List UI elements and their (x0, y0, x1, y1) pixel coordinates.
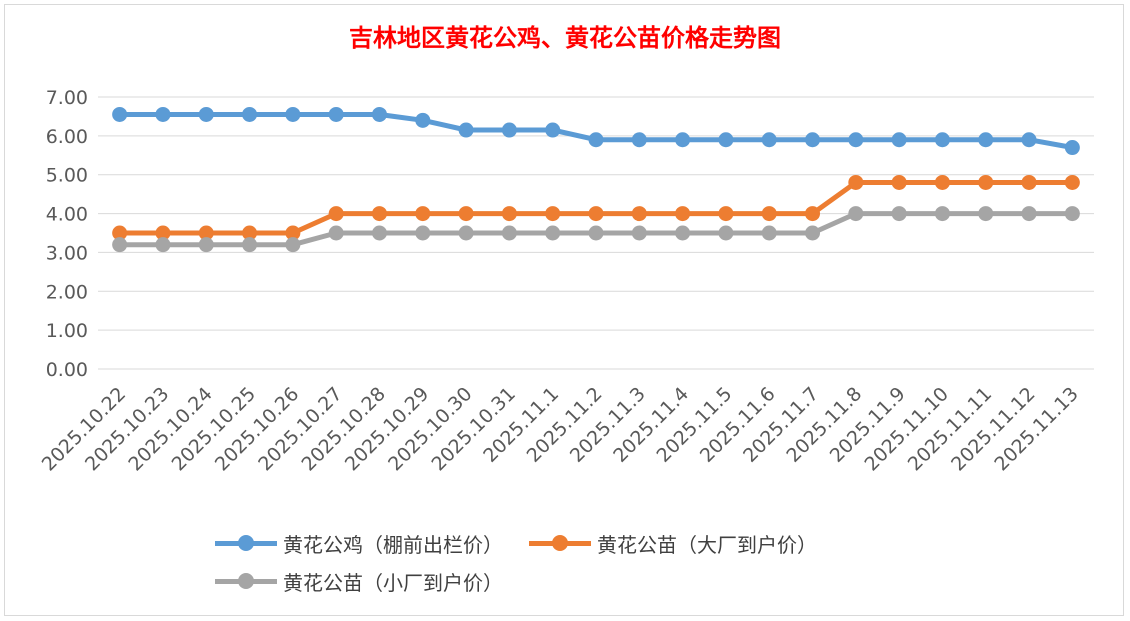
data-point (1064, 206, 1080, 222)
data-point (891, 206, 907, 222)
legend-swatch (215, 535, 277, 551)
data-point (458, 122, 474, 138)
data-point (545, 206, 561, 222)
chart-frame (4, 4, 1124, 616)
legend-label: 黄花公苗（大厂到户价） (597, 532, 817, 557)
data-point (285, 237, 301, 253)
data-point (198, 237, 214, 253)
legend-label: 黄花公苗（小厂到户价） (283, 570, 503, 595)
data-point (371, 206, 387, 222)
data-point (1021, 174, 1037, 190)
legend: 黄花公鸡（棚前出栏价） 黄花公苗（大厂到户价） 黄花公苗（小厂到户价） (215, 524, 935, 600)
data-point (848, 174, 864, 190)
data-point (371, 106, 387, 122)
data-point (328, 106, 344, 122)
data-point (718, 132, 734, 148)
data-point (1064, 174, 1080, 190)
data-point (415, 225, 431, 241)
data-point (891, 132, 907, 148)
data-point (978, 206, 994, 222)
legend-item: 黄花公苗（大厂到户价） (529, 524, 817, 562)
data-point (155, 237, 171, 253)
data-point (285, 106, 301, 122)
data-point (675, 225, 691, 241)
data-point (848, 206, 864, 222)
data-point (805, 206, 821, 222)
data-point (198, 106, 214, 122)
legend-item: 黄花公鸡（棚前出栏价） (215, 524, 503, 562)
data-point (501, 122, 517, 138)
data-point (458, 206, 474, 222)
legend-swatch (529, 535, 591, 551)
data-point (501, 206, 517, 222)
y-tick-label: 7.00 (46, 87, 88, 109)
data-point (458, 225, 474, 241)
data-point (371, 225, 387, 241)
data-point (112, 106, 128, 122)
data-point (761, 132, 777, 148)
y-tick-label: 3.00 (46, 242, 88, 264)
series-points (112, 106, 1080, 253)
y-tick-label: 4.00 (46, 204, 88, 226)
data-point (761, 206, 777, 222)
legend-swatch (215, 573, 277, 589)
data-point (588, 225, 604, 241)
data-point (1064, 140, 1080, 156)
data-point (1021, 132, 1037, 148)
data-point (285, 225, 301, 241)
x-axis-labels: 2025.10.222025.10.232025.10.242025.10.25… (38, 383, 1083, 475)
data-point (761, 225, 777, 241)
data-point (242, 106, 258, 122)
data-point (891, 174, 907, 190)
legend-label: 黄花公鸡（棚前出栏价） (283, 532, 503, 557)
data-point (631, 206, 647, 222)
y-tick-label: 1.00 (46, 320, 88, 342)
data-point (978, 132, 994, 148)
data-point (848, 132, 864, 148)
data-point (588, 132, 604, 148)
data-point (112, 237, 128, 253)
y-axis-labels: 0.00 1.00 2.00 3.00 4.00 5.00 6.00 7.00 (46, 87, 88, 381)
data-point (1021, 206, 1037, 222)
data-point (675, 132, 691, 148)
data-point (198, 225, 214, 241)
data-point (631, 225, 647, 241)
data-point (242, 237, 258, 253)
data-point (112, 225, 128, 241)
data-point (718, 206, 734, 222)
data-point (934, 206, 950, 222)
data-point (718, 225, 734, 241)
data-point (328, 225, 344, 241)
data-point (805, 132, 821, 148)
y-tick-label: 6.00 (46, 126, 88, 148)
data-point (242, 225, 258, 241)
data-point (545, 225, 561, 241)
data-point (415, 112, 431, 128)
y-tick-label: 5.00 (46, 165, 88, 187)
y-tick-label: 2.00 (46, 281, 88, 303)
chart-title: 吉林地区黄花公鸡、黄花公苗价格走势图 (349, 24, 781, 52)
data-point (588, 206, 604, 222)
data-point (155, 225, 171, 241)
data-point (155, 106, 171, 122)
data-point (501, 225, 517, 241)
data-point (415, 206, 431, 222)
y-tick-label: 0.00 (46, 359, 88, 381)
data-point (934, 132, 950, 148)
data-point (328, 206, 344, 222)
data-point (545, 122, 561, 138)
legend-item: 黄花公苗（小厂到户价） (215, 562, 503, 600)
data-point (805, 225, 821, 241)
data-point (631, 132, 647, 148)
data-point (675, 206, 691, 222)
data-point (978, 174, 994, 190)
data-point (934, 174, 950, 190)
